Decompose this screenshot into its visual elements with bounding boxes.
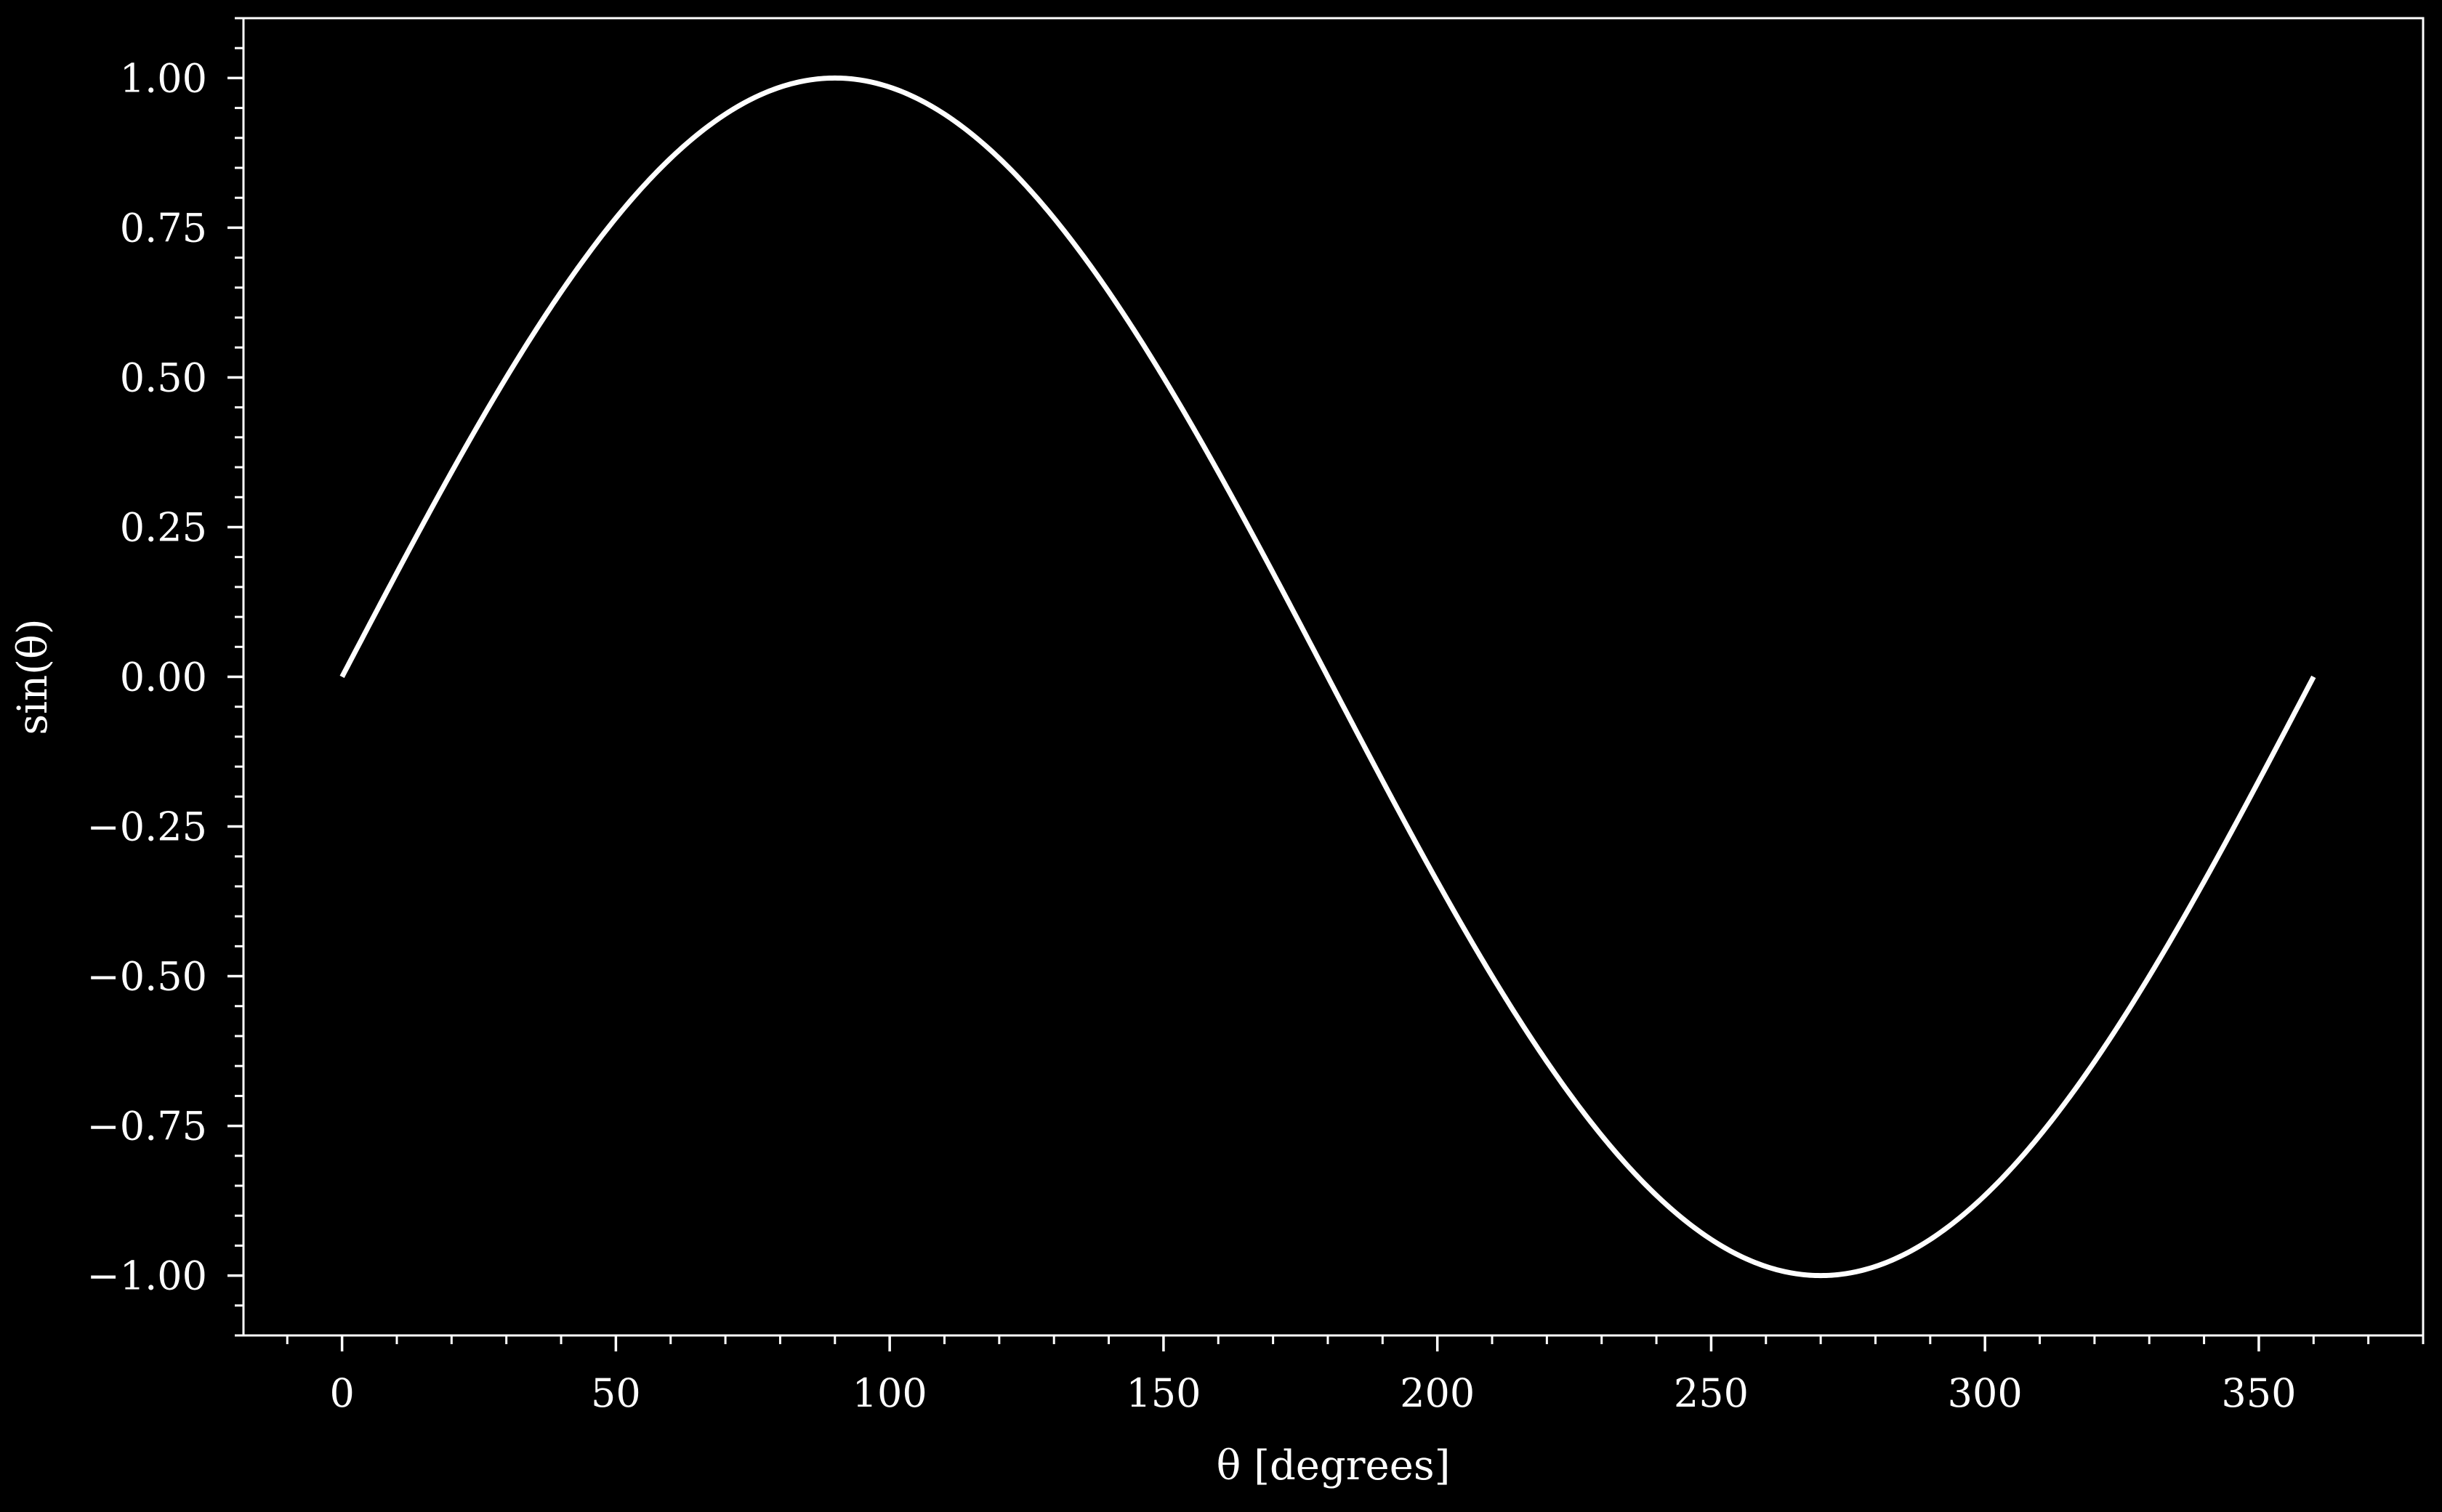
x-tick-label: 50 [591,1370,641,1416]
x-tick-label: 100 [853,1370,927,1416]
x-tick-label: 150 [1126,1370,1201,1416]
y-tick-label: 0.00 [120,655,207,700]
minor-ticks [235,17,2425,1344]
y-tick-label: −0.75 [87,1104,207,1149]
y-tick-label: −0.25 [87,804,207,850]
y-tick-label: −0.50 [87,954,207,1000]
x-axis-label: θ [degrees] [1217,1442,1451,1489]
major-ticks [227,76,2260,1351]
y-tick-label: 1.00 [120,55,207,101]
x-tick-label: 350 [2221,1370,2296,1416]
y-tick-label: 0.75 [120,205,207,251]
x-tick-label: 300 [1948,1370,2023,1416]
y-tick-label: 0.25 [120,504,207,550]
y-tick-label: 0.50 [120,355,207,400]
tick-labels: 0 50 100 150 200 250 300 350 −1.00 −0.75 −0.50 −0.2… [87,55,2297,1416]
sine-curve-line [339,75,2316,1279]
x-tick-label: 200 [1400,1370,1475,1416]
x-tick-label: 0 [329,1370,354,1416]
y-axis-label: sin(θ) [9,618,57,735]
y-tick-label: −1.00 [87,1253,207,1299]
x-tick-label: 250 [1674,1370,1749,1416]
axes-frame [242,17,2425,1337]
